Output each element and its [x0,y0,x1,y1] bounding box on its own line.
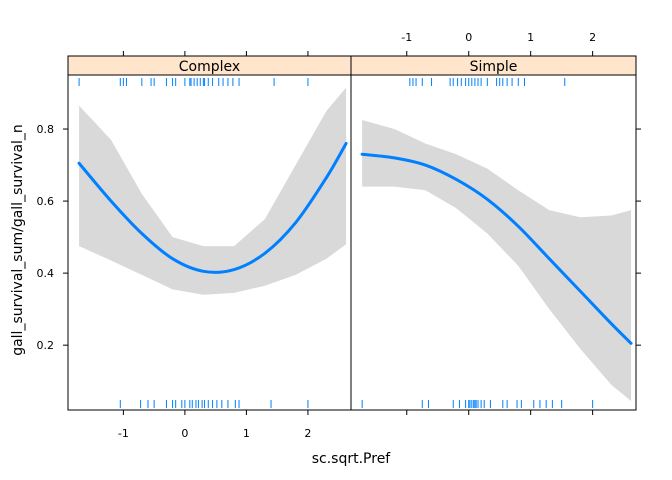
strip-label: Simple [470,59,518,75]
x-tick-label: 1 [243,427,250,440]
x-tick-label: 0 [181,427,188,440]
strip-label: Complex [179,59,240,75]
x-tick-label: 0 [465,31,472,44]
panel-complex: Complex -1 0 1 2 0.2 0.4 0.6 0.8 [37,51,352,440]
fit-line [77,141,348,274]
x-tick-label: -1 [401,31,412,44]
x-tick-label: 1 [527,31,534,44]
x-axis-title: sc.sqrt.Pref [312,451,392,467]
y-tick-label: 0.4 [37,267,55,280]
x-tick-label: 2 [304,427,311,440]
y-tick-label: 0.8 [37,123,55,136]
x-tick-label: -1 [118,427,129,440]
fit-line [360,152,633,345]
panels-layer: Complex -1 0 1 2 0.2 0.4 0.6 0.8 Simple -1 0 1 2 [37,31,641,440]
y-axis-title: gall_survival_sum/gall_survival_n [10,124,26,356]
confidence-band [79,87,347,295]
x-tick-label: 2 [589,31,596,44]
y-tick-label: 0.2 [37,339,55,352]
panel-simple: Simple -1 0 1 2 [350,31,641,415]
y-tick-label: 0.6 [37,195,55,208]
confidence-band [362,120,632,401]
panel-border [350,74,637,411]
